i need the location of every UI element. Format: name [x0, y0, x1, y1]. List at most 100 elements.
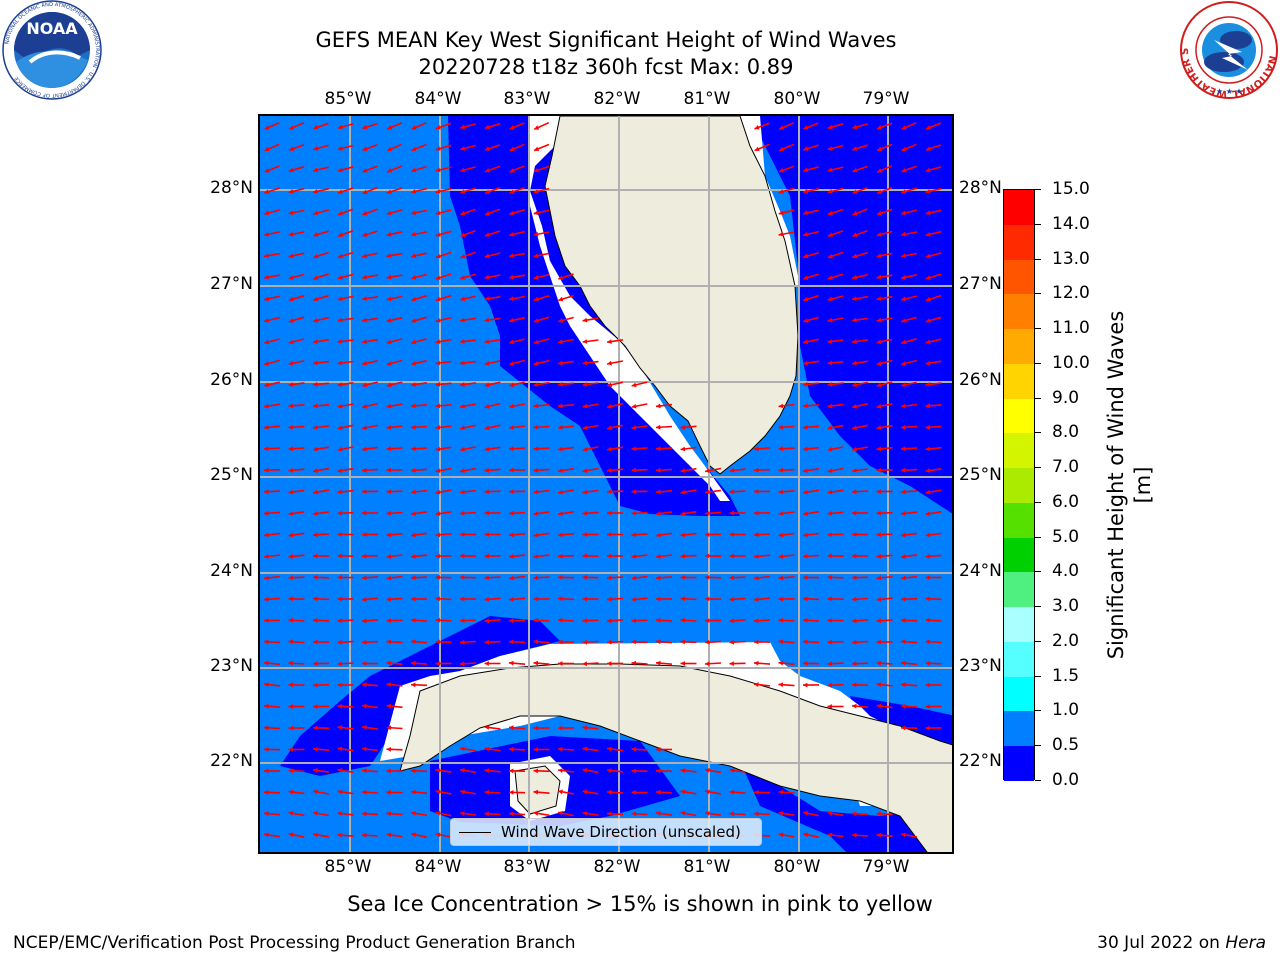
wind-wave-arrowhead	[852, 360, 857, 366]
wind-wave-arrowhead	[533, 660, 539, 666]
wind-wave-arrowhead	[484, 467, 490, 473]
wind-wave-arrowhead	[607, 510, 612, 516]
wind-wave-arrowhead	[607, 639, 612, 645]
wind-wave-arrowhead	[582, 575, 587, 580]
wind-wave-arrowhead	[729, 661, 734, 666]
wind-wave-arrowhead	[509, 467, 514, 473]
colorbar-tick-label: 7.0	[1052, 457, 1080, 478]
wind-wave-arrowhead	[925, 725, 930, 731]
wind-wave-arrowhead	[827, 146, 833, 151]
wind-wave-arrowhead	[827, 296, 833, 302]
colorbar-segment	[1004, 363, 1034, 400]
wind-wave-arrowhead	[337, 639, 343, 645]
wind-wave-arrowhead	[558, 425, 563, 430]
wind-wave-arrowhead	[533, 489, 539, 495]
wind-wave-arrowhead	[558, 725, 563, 731]
wind-wave-arrowhead	[264, 296, 269, 302]
wind-wave-arrowhead	[582, 382, 588, 387]
wind-wave-arrowhead	[876, 296, 882, 301]
wind-wave-arrowhead	[460, 189, 466, 194]
wind-wave-arrowhead	[386, 703, 392, 709]
wind-wave-arrowhead	[387, 146, 393, 152]
wind-wave-arrowhead	[558, 553, 563, 559]
wind-wave-arrowhead	[877, 189, 882, 194]
wind-wave-arrowhead	[656, 532, 661, 538]
wind-wave-arrowhead	[435, 318, 441, 323]
lat-label-right: 24°N	[959, 561, 1002, 581]
colorbar-segment	[1004, 224, 1034, 260]
wind-wave-arrowhead	[778, 575, 784, 581]
wind-wave-arrowhead	[362, 639, 367, 645]
wind-wave-arrowhead	[827, 232, 833, 237]
wind-wave-arrowhead	[582, 532, 587, 537]
wind-wave-arrowhead	[656, 617, 661, 623]
wind-wave-arrowhead	[901, 403, 906, 409]
wind-wave-arrowhead	[582, 789, 588, 795]
wind-wave-arrowhead	[631, 790, 636, 795]
wind-wave-arrowhead	[484, 404, 490, 409]
wind-wave-arrowhead	[460, 425, 465, 431]
wind-wave-arrowhead	[288, 275, 294, 280]
legend-label: Wind Wave Direction (unscaled)	[501, 823, 741, 841]
wind-wave-arrowhead	[582, 360, 588, 366]
wind-wave-arrowhead	[803, 275, 809, 280]
wind-wave-arrowhead	[509, 639, 514, 645]
wind-wave-arrowhead	[631, 746, 636, 752]
wind-wave-arrowhead	[656, 489, 661, 495]
wind-wave-arrowhead	[435, 189, 441, 194]
wind-wave-arrowhead	[264, 168, 270, 173]
wind-wave-arrowhead	[558, 575, 563, 580]
wind-wave-arrowhead	[876, 253, 882, 259]
wind-wave-arrowhead	[656, 467, 661, 473]
wind-wave-arrowhead	[288, 617, 294, 623]
wind-wave-arrowhead	[387, 168, 393, 173]
wind-wave-arrowhead	[852, 639, 857, 645]
colorbar-tick-mark	[1035, 640, 1041, 642]
wind-wave-arrowhead	[484, 232, 490, 237]
wind-wave-arrowhead	[264, 274, 269, 280]
wind-wave-arrowhead	[582, 510, 588, 516]
wind-wave-arrowhead	[288, 210, 294, 216]
wind-wave-arrowhead	[680, 810, 686, 816]
wind-wave-arrowhead	[386, 274, 392, 280]
wind-wave-arrowhead	[876, 639, 881, 645]
wind-wave-arrowhead	[582, 618, 587, 623]
wind-wave-arrowhead	[533, 403, 539, 409]
wind-wave-arrowhead	[288, 554, 294, 559]
wind-wave-arrowhead	[313, 232, 319, 237]
wind-wave-arrowhead	[411, 575, 416, 581]
wind-wave-arrowhead	[288, 339, 294, 345]
wind-wave-arrowhead	[386, 253, 392, 258]
wind-wave-arrowhead	[607, 811, 612, 817]
wind-wave-arrowhead	[362, 274, 367, 280]
wind-wave-arrowhead	[754, 575, 759, 581]
wind-wave-arrowhead	[337, 661, 342, 667]
wind-wave-arrowhead	[435, 339, 441, 344]
wind-wave-arrowhead	[362, 339, 367, 344]
wind-wave-arrowhead	[803, 511, 808, 516]
wind-wave-arrowhead	[876, 510, 881, 516]
colorbar-tick-label: 5.0	[1052, 526, 1080, 547]
wind-wave-arrowhead	[680, 532, 686, 538]
wind-wave-arrowhead	[631, 639, 636, 645]
cuba	[399, 663, 952, 852]
ice-note: Sea Ice Concentration > 15% is shown in …	[347, 892, 933, 916]
wind-wave-arrowhead	[313, 682, 318, 688]
wind-wave-arrowhead	[362, 510, 367, 516]
wind-wave-arrowhead	[460, 618, 465, 623]
wind-wave-arrowhead	[435, 403, 441, 409]
wind-wave-arrowhead	[533, 253, 539, 259]
wind-wave-arrowhead	[901, 424, 906, 430]
wind-wave-arrowhead	[435, 532, 441, 538]
colorbar-tick-label: 1.5	[1052, 665, 1080, 686]
wind-wave-arrowhead	[337, 317, 343, 323]
colorbar-segment	[1004, 468, 1034, 504]
wind-wave-arrowhead	[827, 489, 833, 495]
wind-wave-arrowhead	[533, 532, 539, 538]
wind-wave-arrowhead	[533, 639, 539, 645]
wind-wave-arrowhead	[264, 618, 269, 623]
svg-text:★ ★ ★: ★ ★ ★	[1216, 87, 1243, 96]
wind-wave-arrowhead	[607, 382, 612, 388]
colorbar-tick-label: 14.0	[1052, 213, 1090, 234]
wind-wave-arrowhead	[705, 596, 710, 602]
